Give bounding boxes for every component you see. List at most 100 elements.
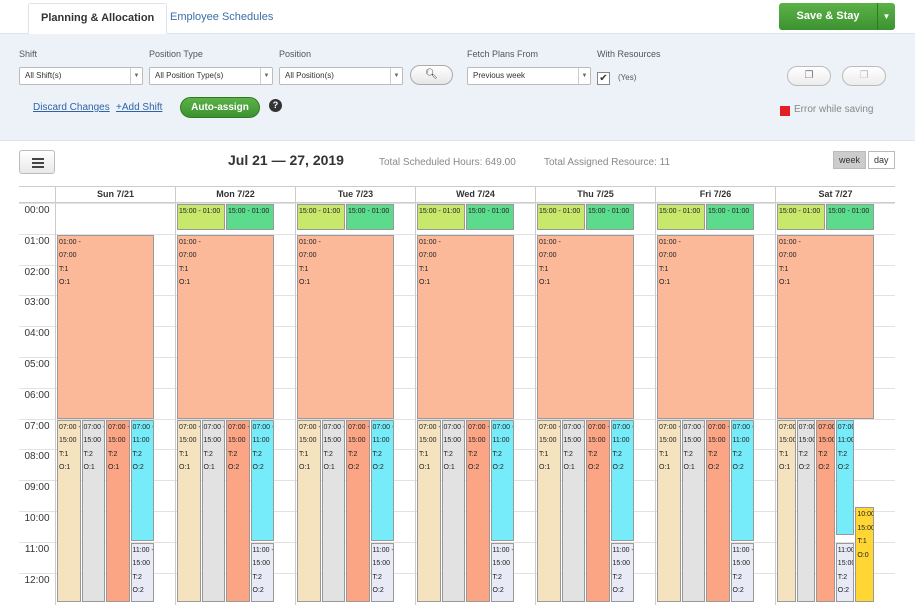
shift-block-line: 07:00 - — [443, 423, 465, 431]
day-header[interactable]: Sun 7/21 — [55, 187, 175, 203]
shift-block[interactable]: 11:00 - 15:00 T:2 O:2 — [250, 542, 274, 603]
shift-block[interactable]: 11:00 - 15:00 T:2 O:2 — [130, 542, 154, 603]
day-header[interactable]: Wed 7/24 — [415, 187, 535, 203]
shift-block-line: T:2 — [612, 573, 622, 581]
shift-block[interactable]: 07:00 - 11:00 T:2 O:2 — [130, 419, 154, 541]
shift-block[interactable]: 07:00 - 15:00 T:1 O:1 — [417, 419, 441, 603]
shift-block[interactable]: 15:00 - 01:00 — [417, 204, 465, 230]
day-header[interactable]: Sat 7/27 — [775, 187, 895, 203]
shift-block[interactable]: 01:00 - 07:00 T:1 O:1 — [297, 234, 394, 420]
fetch-plans-select[interactable]: Previous week ▼ — [467, 67, 591, 85]
shift-block-line: 15:00 - 01:00 — [708, 208, 750, 215]
shift-block[interactable]: 07:00 - 15:00 T:1 O:1 — [657, 419, 681, 603]
shift-block[interactable]: 15:00 - 01:00 — [777, 204, 825, 230]
shift-block[interactable]: 15:00 - 01:00 — [466, 204, 514, 230]
day-header[interactable]: Fri 7/26 — [655, 187, 775, 203]
checkmark-icon: ✔ — [599, 73, 608, 84]
day-view-button[interactable]: day — [868, 151, 895, 169]
shift-block[interactable]: 01:00 - 07:00 T:1 O:1 — [777, 234, 874, 420]
shift-block[interactable]: 07:00 - 11:00 T:2 O:2 — [835, 419, 855, 535]
shift-block[interactable]: 07:00 - 11:00 T:2 O:2 — [250, 419, 274, 541]
shift-block[interactable]: 07:00 15:00 T:2 O:2 — [796, 419, 816, 603]
shift-block-line: 15:00 — [299, 437, 317, 445]
tab-employee-schedules[interactable]: Employee Schedules — [170, 11, 274, 23]
shift-block-line: 11:00 - — [732, 546, 754, 554]
paste-button[interactable]: ❐ — [842, 66, 886, 86]
shift-block-line: 15:00 — [203, 437, 222, 445]
shift-block[interactable]: 07:00 - 15:00 T:2 O:2 — [706, 419, 730, 603]
help-icon[interactable]: ? — [269, 99, 282, 112]
shift-block[interactable]: 07:00 - 15:00 T:2 O:2 — [586, 419, 610, 603]
shift-block-line: T:1 — [779, 450, 789, 458]
time-label: 00:00 — [24, 205, 50, 216]
shift-block[interactable]: 07:00 - 15:00 T:2 O:1 — [441, 419, 465, 603]
shift-select[interactable]: All Shift(s) ▼ — [19, 67, 143, 85]
shift-block[interactable]: 15:00 - 01:00 — [586, 204, 634, 230]
shift-block[interactable]: 10:00 - 15:00 T:1 O:0 — [855, 507, 874, 603]
shift-block[interactable]: 15:00 - 01:00 — [177, 204, 225, 230]
day-header[interactable]: Thu 7/25 — [535, 187, 655, 203]
shift-block[interactable]: 07:00 15:00 T:2 O:2 — [816, 419, 835, 603]
shift-block[interactable]: 11:00 - 15:00 T:2 O:2 — [490, 542, 514, 603]
with-resources-checkbox[interactable]: ✔ — [597, 72, 610, 85]
shift-block[interactable]: 07:00 - 11:00 T:2 O:2 — [610, 419, 634, 541]
add-shift-link[interactable]: +Add Shift — [116, 102, 163, 113]
position-select[interactable]: All Position(s) ▼ — [279, 67, 403, 85]
shift-block[interactable]: 07:00 - 15:00 T:2 O:2 — [346, 419, 370, 603]
tab-planning-allocation[interactable]: Planning & Allocation — [28, 3, 168, 34]
shift-block[interactable]: 15:00 - 01:00 — [226, 204, 274, 230]
calendar-menu-button[interactable] — [19, 150, 55, 174]
shift-block[interactable]: 07:00 - 15:00 T:1 O:1 — [57, 419, 81, 603]
copy-button[interactable]: ❐ — [787, 66, 831, 86]
shift-block-line: 01:00 - — [659, 238, 681, 246]
auto-assign-button[interactable]: Auto-assign — [180, 97, 260, 118]
shift-block-line: 15:00 — [857, 524, 874, 532]
shift-block[interactable]: 01:00 - 07:00 T:1 O:1 — [537, 234, 634, 420]
search-button[interactable]: 🔍︎ — [410, 65, 453, 85]
shift-block[interactable]: 11:00 - 15:00 T:2 O:2 — [730, 542, 754, 603]
shift-block-line: 15:00 - 01:00 — [419, 208, 461, 215]
shift-block[interactable]: 07:00 - 15:00 T:1 O:1 — [537, 419, 561, 603]
shift-block[interactable]: 07:00 - 11:00 T:2 O:2 — [490, 419, 514, 541]
shift-block[interactable]: 01:00 - 07:00 T:1 O:1 — [417, 234, 514, 420]
shift-block[interactable]: 15:00 - 01:00 — [706, 204, 754, 230]
shift-block[interactable]: 07:00 - 15:00 T:2 O:1 — [201, 419, 225, 603]
shift-block[interactable]: 07:00 15:00 T:1 O:1 — [777, 419, 796, 603]
shift-block[interactable]: 15:00 - 01:00 — [537, 204, 585, 230]
shift-block[interactable]: 01:00 - 07:00 T:1 O:1 — [177, 234, 274, 420]
shift-block[interactable]: 07:00 - 15:00 T:2 O:1 — [321, 419, 345, 603]
shift-block[interactable]: 07:00 - 15:00 T:2 O:2 — [226, 419, 250, 603]
week-view-button[interactable]: week — [833, 151, 867, 169]
save-and-stay-button[interactable]: Save & Stay — [779, 3, 877, 30]
shift-block-line: 15:00 — [539, 437, 557, 445]
shift-block[interactable]: 01:00 - 07:00 T:1 O:1 — [657, 234, 754, 420]
shift-block[interactable]: 07:00 - 15:00 T:2 O:1 — [681, 419, 705, 603]
shift-block[interactable]: 15:00 - 01:00 — [297, 204, 345, 230]
shift-block[interactable]: 11:00 - 15:00 T:2 O:2 — [370, 542, 394, 603]
position-type-select[interactable]: All Position Type(s) ▼ — [149, 67, 273, 85]
shift-block[interactable]: 07:00 - 11:00 T:2 O:2 — [730, 419, 754, 541]
shift-block[interactable]: 15:00 - 01:00 — [826, 204, 874, 230]
shift-block[interactable]: 15:00 - 01:00 — [346, 204, 394, 230]
day-header[interactable]: Tue 7/23 — [295, 187, 415, 203]
shift-block[interactable]: 07:00 - 15:00 T:1 O:1 — [297, 419, 321, 603]
shift-block-line: T:2 — [468, 450, 478, 458]
shift-block[interactable]: 01:00 - 07:00 T:1 O:1 — [57, 234, 154, 420]
shift-block-line: 15:00 — [708, 437, 726, 445]
shift-block[interactable]: 07:00 - 15:00 T:1 O:1 — [177, 419, 201, 603]
shift-block[interactable]: 07:00 - 15:00 T:2 O:1 — [81, 419, 105, 603]
shift-block-line: T:1 — [419, 265, 429, 273]
discard-changes-link[interactable]: Discard Changes — [33, 102, 110, 113]
day-header[interactable]: Mon 7/22 — [175, 187, 295, 203]
shift-block-line: 11:00 — [252, 437, 270, 445]
time-label: 03:00 — [24, 297, 50, 309]
shift-block[interactable]: 15:00 - 01:00 — [657, 204, 705, 230]
save-options-dropdown[interactable]: ▼ — [877, 3, 895, 30]
shift-block[interactable]: 07:00 - 15:00 T:2 O:2 — [466, 419, 490, 603]
shift-block[interactable]: 07:00 - 15:00 T:2 O:1 — [106, 419, 130, 603]
shift-block[interactable]: 11:00 - 15:00 T:2 O:2 — [610, 542, 634, 603]
shift-block-line: 07:00 - — [468, 423, 490, 431]
shift-block[interactable]: 07:00 - 11:00 T:2 O:2 — [370, 419, 394, 541]
shift-block[interactable]: 11:00 - 15:00 T:2 O:2 — [835, 542, 855, 603]
shift-block[interactable]: 07:00 - 15:00 T:2 O:1 — [561, 419, 585, 603]
